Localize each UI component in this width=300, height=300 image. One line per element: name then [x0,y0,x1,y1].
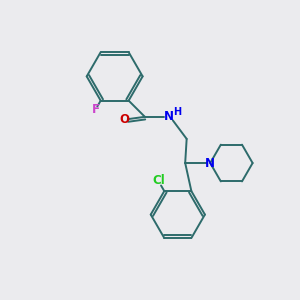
Text: H: H [173,106,181,116]
Text: N: N [164,110,174,123]
Text: O: O [119,113,129,126]
Text: F: F [92,103,100,116]
Text: Cl: Cl [152,174,165,188]
Text: N: N [205,157,215,169]
